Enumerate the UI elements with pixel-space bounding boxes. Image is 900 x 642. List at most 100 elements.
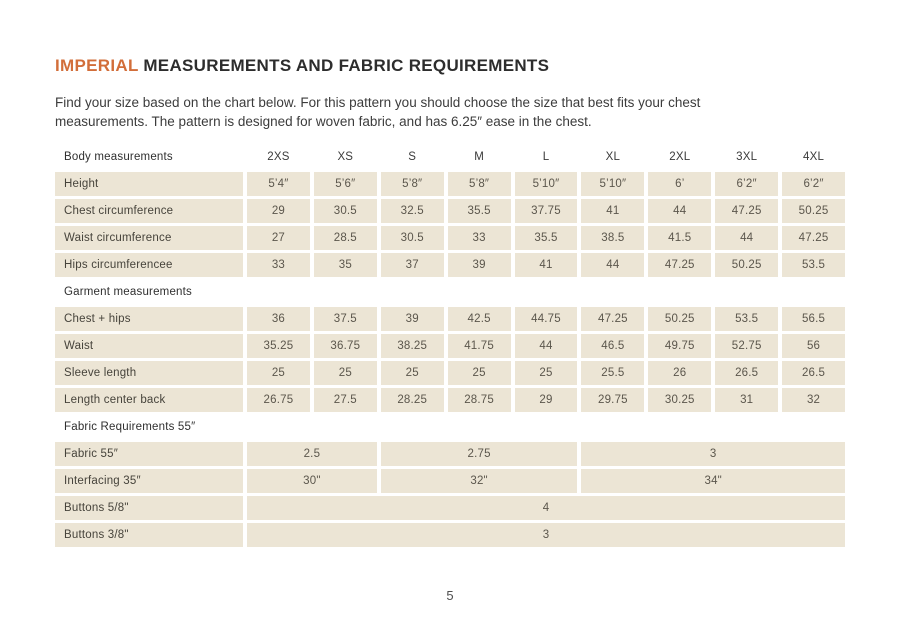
table-cell: 42.5 (447, 307, 511, 331)
table-cell: 44 (648, 199, 712, 223)
row-label: Hips circumferencee (55, 253, 243, 277)
table-row: Fabric 55″ 2.5 2.75 3 (55, 442, 845, 466)
table-cell: 29 (247, 199, 310, 223)
table-cell: 50.25 (648, 307, 712, 331)
table-cell: 27.5 (313, 388, 377, 412)
table-cell: 25 (447, 361, 511, 385)
table-row: Hips circumferencee 33 35 37 39 41 44 47.25 50.2… (55, 253, 845, 277)
table-cell: 26.5 (782, 361, 845, 385)
table-cell: 37.5 (313, 307, 377, 331)
table-cell: 47.25 (648, 253, 712, 277)
table-cell: 5’8″ (380, 172, 444, 196)
table-cell: 28.75 (447, 388, 511, 412)
table-cell: 36 (247, 307, 310, 331)
table-cell: 47.25 (715, 199, 779, 223)
table-cell: 3 (247, 523, 845, 547)
table-cell: 2.75 (380, 442, 578, 466)
table-cell: 44 (715, 226, 779, 250)
table-row: Waist circumference 27 28.5 30.5 33 35.5 38.5 4… (55, 226, 845, 250)
table-cell: 41.75 (447, 334, 511, 358)
table-cell: 2.5 (247, 442, 377, 466)
column-header-xl: XL (605, 151, 621, 163)
table-cell: 44.75 (514, 307, 578, 331)
row-label: Waist (55, 334, 243, 358)
row-label: Sleeve length (55, 361, 243, 385)
table-cell: 35.5 (447, 199, 511, 223)
section-header-row: Garment measurements (55, 280, 845, 304)
table-cell: 30" (247, 469, 377, 493)
table-cell: 25.5 (581, 361, 645, 385)
table-cell: 35.5 (514, 226, 578, 250)
table-cell: 41 (514, 253, 578, 277)
row-label: Buttons 3/8" (55, 523, 243, 547)
table-cell: 26.75 (247, 388, 310, 412)
table-row: Length center back 26.75 27.5 28.25 28.75 29 2… (55, 388, 845, 412)
table-cell: 5’10″ (581, 172, 645, 196)
table-cell: 32 (782, 388, 845, 412)
table-cell: 27 (247, 226, 310, 250)
column-header-2xs: 2XS (267, 151, 290, 163)
table-cell: 33 (247, 253, 310, 277)
page-title-accent: IMPERIAL (55, 56, 139, 75)
page-title-rest: MEASUREMENTS AND FABRIC REQUIREMENTS (138, 56, 550, 75)
page-number: 5 (446, 588, 454, 603)
section-header-row: Body measurements 2XS XS S M L XL 2XL 3XL 4XL (55, 145, 845, 169)
table-cell: 26 (648, 361, 712, 385)
table-cell: 5’8″ (447, 172, 511, 196)
table-cell: 25 (313, 361, 377, 385)
table-cell: 6’ (648, 172, 712, 196)
column-header-3xl: 3XL (736, 151, 758, 163)
table-cell: 32" (380, 469, 578, 493)
table-cell: 34" (581, 469, 845, 493)
table-cell: 25 (380, 361, 444, 385)
table-cell: 25 (514, 361, 578, 385)
table-cell: 44 (581, 253, 645, 277)
table-cell: 26.5 (715, 361, 779, 385)
table-cell: 33 (447, 226, 511, 250)
section-header: Fabric Requirements 55″ (64, 421, 196, 433)
table-cell: 38.5 (581, 226, 645, 250)
table-cell: 38.25 (380, 334, 444, 358)
table-cell: 31 (715, 388, 779, 412)
row-label: Height (55, 172, 243, 196)
table-cell: 28.5 (313, 226, 377, 250)
row-label: Length center back (55, 388, 243, 412)
table-row: Waist 35.25 36.75 38.25 41.75 44 46.5 49.75 52.7… (55, 334, 845, 358)
row-label: Fabric 55″ (55, 442, 243, 466)
table-cell: 30.5 (380, 226, 444, 250)
table-cell: 5’6″ (313, 172, 377, 196)
section-header: Garment measurements (64, 286, 192, 298)
table-cell: 28.25 (380, 388, 444, 412)
intro-text: Find your size based on the chart below.… (55, 94, 701, 129)
section-header: Body measurements (64, 151, 173, 163)
table-cell: 41.5 (648, 226, 712, 250)
table-cell: 39 (380, 307, 444, 331)
section-header-row: Fabric Requirements 55″ (55, 415, 845, 439)
table-cell: 29.75 (581, 388, 645, 412)
column-header-xs: XS (337, 151, 354, 163)
table-cell: 47.25 (581, 307, 645, 331)
table-cell: 39 (447, 253, 511, 277)
table-cell: 41 (581, 199, 645, 223)
table-row: Sleeve length 25 25 25 25 25 25.5 26 26.5 26.5 (55, 361, 845, 385)
table-cell: 56 (782, 334, 845, 358)
page-title: IMPERIAL MEASUREMENTS AND FABRIC REQUIRE… (55, 56, 549, 76)
table-cell: 29 (514, 388, 578, 412)
table-cell: 50.25 (715, 253, 779, 277)
column-header-m: M (474, 151, 484, 163)
table-row: Height 5’4″ 5’6″ 5’8″ 5’8″ 5’10″ 5’10″ 6’ 6’2″ 6’… (55, 172, 845, 196)
table-cell: 46.5 (581, 334, 645, 358)
table-cell: 35 (313, 253, 377, 277)
column-header-l: L (542, 151, 550, 163)
column-header-4xl: 4XL (803, 151, 825, 163)
table-cell: 56.5 (782, 307, 845, 331)
table-cell: 44 (514, 334, 578, 358)
table-cell: 3 (581, 442, 845, 466)
table-row: Buttons 3/8" 3 (55, 523, 845, 547)
table-row: Chest circumference 29 30.5 32.5 35.5 37.75 41… (55, 199, 845, 223)
table-cell: 47.25 (782, 226, 845, 250)
table-cell: 37 (380, 253, 444, 277)
table-cell: 36.75 (313, 334, 377, 358)
table-cell: 52.75 (715, 334, 779, 358)
